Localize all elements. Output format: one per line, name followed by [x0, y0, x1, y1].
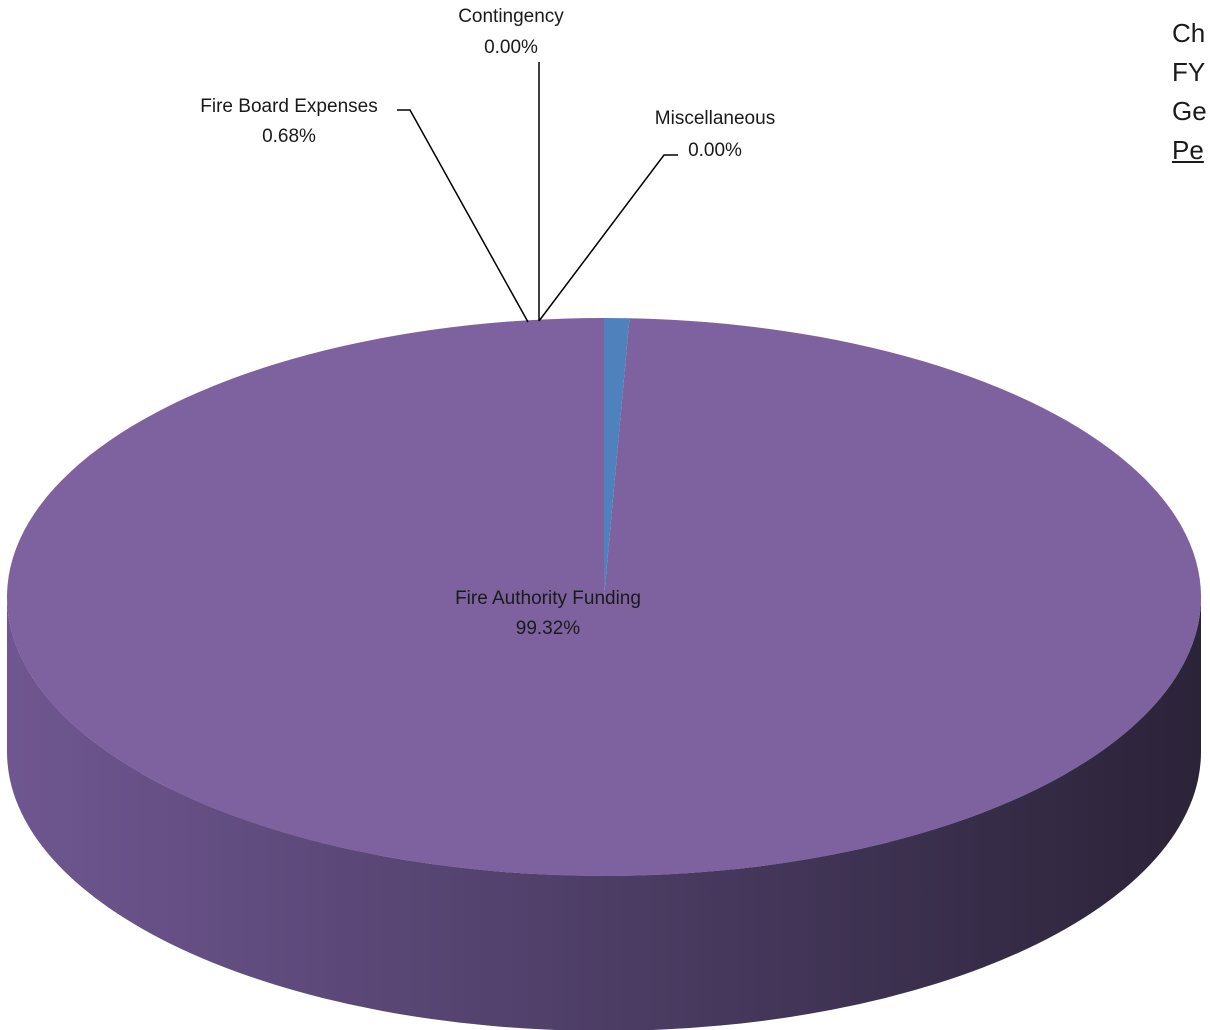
pie-slice-fire-authority-funding	[7, 318, 1202, 876]
slice-label-name: Fire Board Expenses	[200, 96, 377, 117]
chart-title-line-1: Ch	[1172, 18, 1206, 48]
leader-line	[538, 154, 678, 322]
chart-title-line-4: Pe	[1172, 135, 1204, 165]
slice-label-name: Miscellaneous	[655, 108, 775, 129]
leader-line	[397, 109, 529, 323]
chart-title-line-3: Ge	[1172, 96, 1207, 126]
slice-label-name: Contingency	[458, 6, 564, 27]
slice-label-miscellaneous: Miscellaneous 0.00%	[538, 108, 775, 322]
pie-side-wall	[7, 597, 1201, 1030]
chart-title-line-2: FY	[1172, 57, 1206, 87]
slice-label-value: 0.00%	[484, 37, 538, 58]
chart-title: Ch FY Ge Pe	[1172, 14, 1207, 170]
pie-slice-fire-board-expenses	[604, 318, 630, 597]
slice-label-fire-board-expenses: Fire Board Expenses 0.68%	[200, 96, 529, 323]
slice-label-value: 0.68%	[262, 126, 316, 147]
slice-label-name: Fire Authority Funding	[455, 588, 641, 609]
slice-label-fire-authority-funding: Fire Authority Funding 99.32%	[455, 588, 641, 639]
slice-label-contingency: Contingency 0.00%	[458, 6, 564, 321]
slice-label-value: 0.00%	[688, 140, 742, 161]
slice-label-value: 99.32%	[516, 618, 581, 639]
